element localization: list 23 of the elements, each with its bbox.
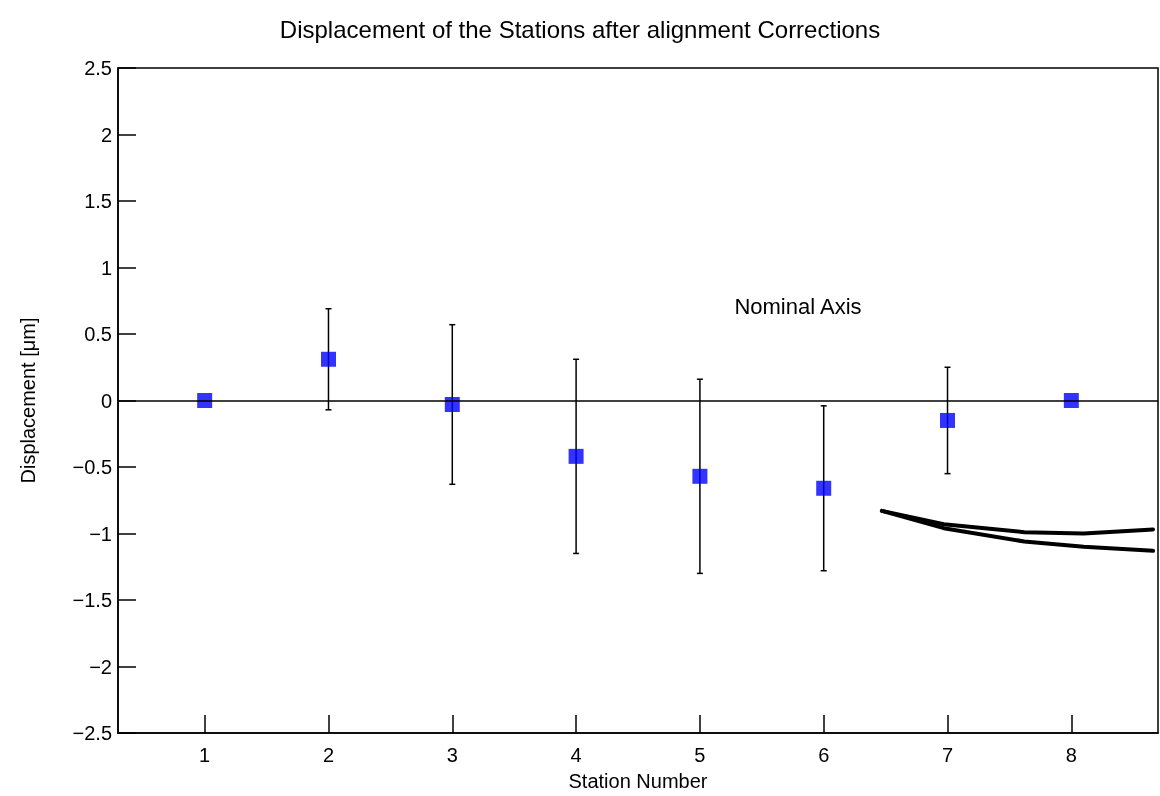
x-tick-label: 2 (322, 744, 335, 766)
y-tick-label: 1.5 (84, 190, 112, 212)
x-tick-label: 5 (694, 744, 706, 766)
y-tick-label: −2.5 (72, 722, 112, 744)
y-tick-label: 2 (100, 123, 112, 146)
ref-line-label: Nominal Axis (734, 294, 862, 319)
x-tick-label: 8 (1065, 744, 1077, 766)
y-tick-label: −1.5 (72, 589, 112, 611)
y-tick-label: 2.5 (84, 57, 112, 79)
y-tick-label: −0.5 (72, 456, 112, 478)
x-tick-label: 3 (446, 744, 458, 766)
y-tick-label: −1 (89, 522, 112, 545)
chart-title: Displacement of the Stations after alignment Corrections (279, 15, 881, 43)
x-tick-label: 6 (818, 744, 830, 766)
y-axis-title: Displacement [μm] (17, 317, 39, 484)
x-tick-label: 1 (199, 744, 211, 766)
x-axis-title: Station Number (568, 770, 708, 792)
y-tick-label: −2 (89, 655, 112, 678)
y-tick-label: 1 (100, 256, 112, 279)
y-tick-label: 0 (100, 389, 112, 412)
y-tick-label: 0.5 (84, 323, 112, 345)
x-tick-label: 7 (941, 744, 954, 766)
x-tick-label: 4 (570, 744, 582, 766)
